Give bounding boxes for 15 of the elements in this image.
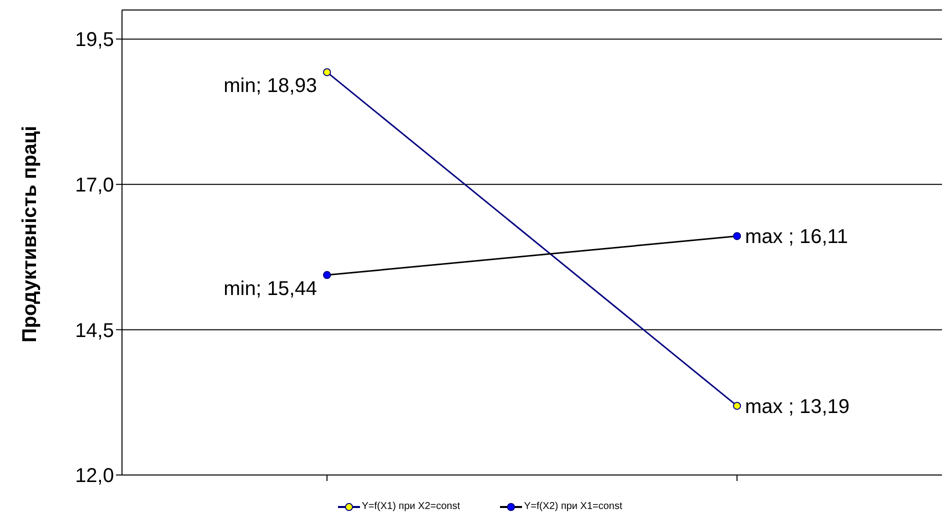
data-label: min; 15,44 xyxy=(224,278,317,300)
y-tick-label: 12,0 xyxy=(75,465,114,488)
data-label: max ; 13,19 xyxy=(745,396,850,418)
y-tick-label: 14,5 xyxy=(75,320,114,342)
y-tick-label: 17,0 xyxy=(75,174,114,196)
point xyxy=(323,271,331,280)
legend-label: Y=f(X2) при X1=const xyxy=(523,501,622,512)
y-tick-label: 19,5 xyxy=(75,29,114,52)
point xyxy=(733,402,741,410)
data-label: max ; 16,11 xyxy=(745,226,848,248)
data-label: min; 18,93 xyxy=(224,75,317,98)
legend-label: Y=f(X1) при X2=const xyxy=(360,501,460,512)
point xyxy=(733,232,741,240)
y-axis-title: Продуктивність праці xyxy=(19,126,42,342)
point xyxy=(323,68,331,76)
